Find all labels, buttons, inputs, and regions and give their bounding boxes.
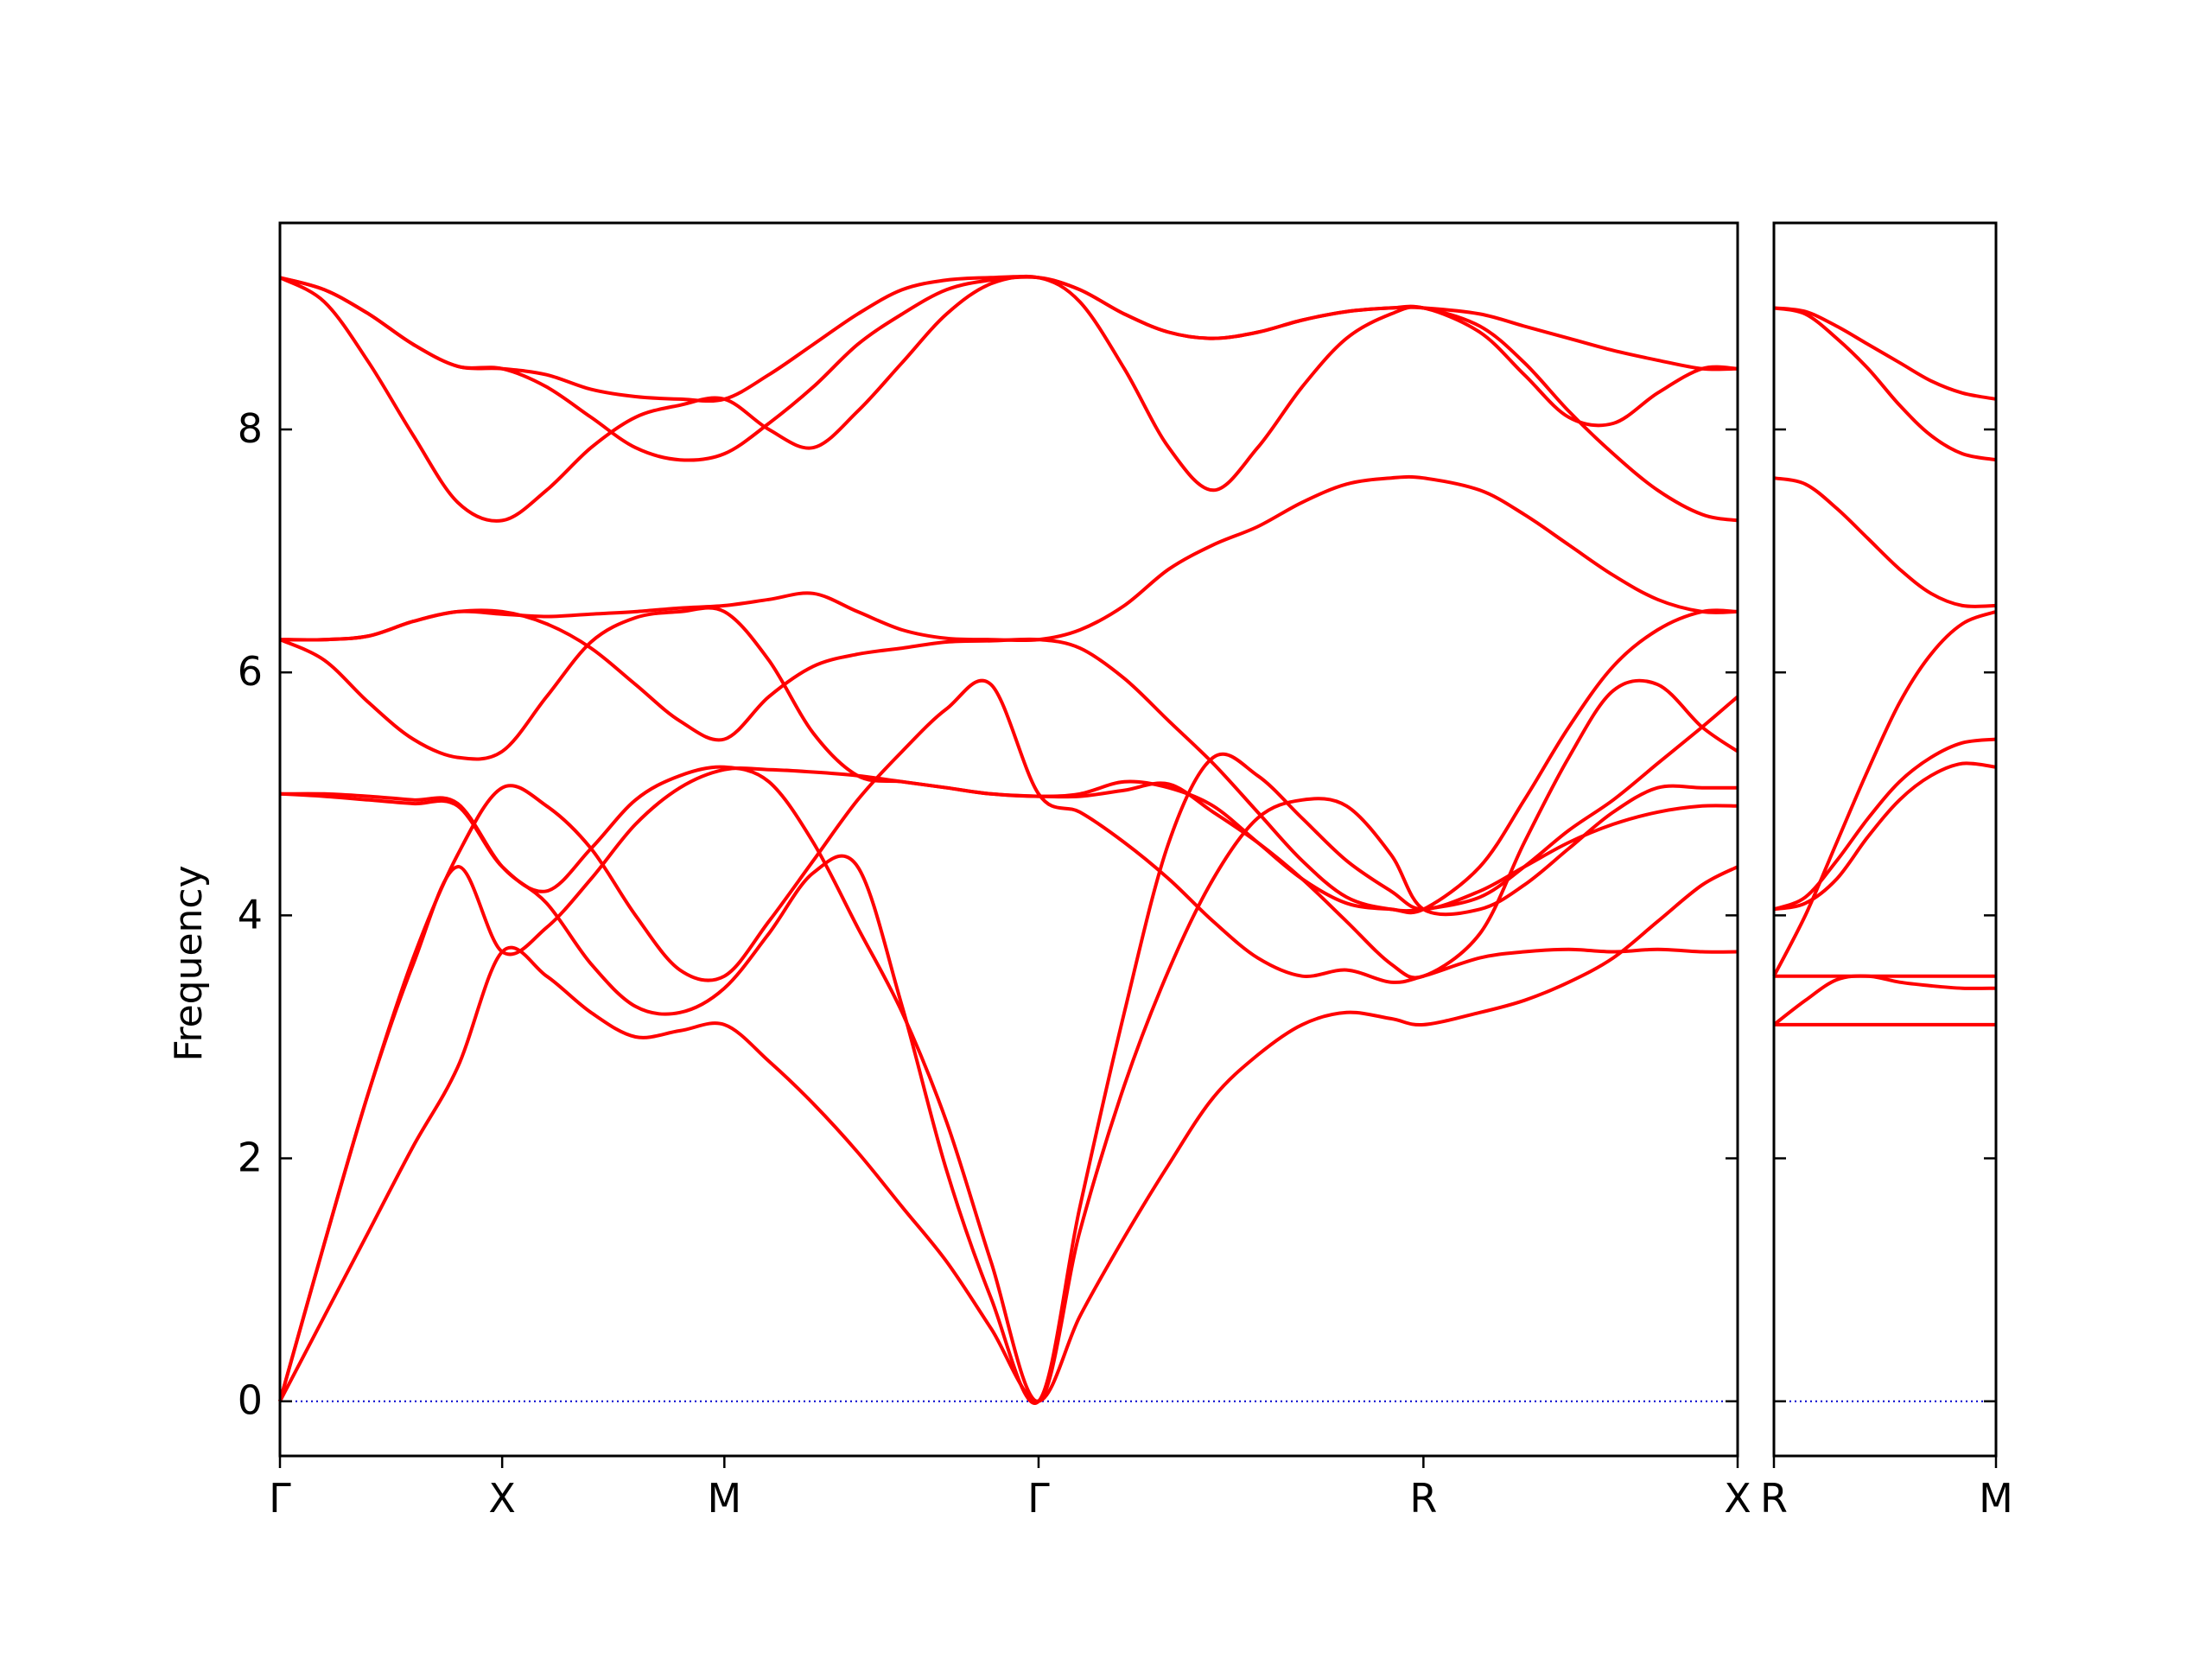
- band-line-6: [1772, 609, 1997, 977]
- band-line-8: [1773, 306, 1997, 462]
- x-tick-label: M: [1979, 1475, 2013, 1522]
- band-line-3: [279, 752, 1738, 1405]
- x-tick-label: R: [1760, 1475, 1788, 1522]
- y-tick-label: 0: [238, 1377, 263, 1424]
- band-line-2: [1772, 974, 1997, 1027]
- x-tick-label: R: [1409, 1475, 1437, 1522]
- band-line-6: [279, 606, 1738, 915]
- axes-frame: [1772, 221, 1998, 1458]
- x-tick-label: X: [488, 1475, 516, 1522]
- band-line-4: [1773, 761, 1997, 912]
- y-tick-label: 4: [238, 891, 263, 938]
- x-tick-label: X: [1724, 1475, 1751, 1522]
- band-line-5: [1773, 737, 1997, 912]
- x-tick-label: Γ: [1027, 1475, 1050, 1522]
- y-tick-label: 8: [238, 405, 263, 452]
- y-tick-label: 2: [238, 1135, 263, 1181]
- band-line-1: [278, 865, 1738, 1403]
- band-line-11: [279, 275, 1738, 404]
- band-line-2: [278, 678, 1738, 1402]
- band-line-7: [1773, 476, 1997, 608]
- x-tick-label: M: [707, 1475, 741, 1522]
- axes-frame: [278, 221, 1739, 1458]
- y-tick-label: 6: [238, 648, 263, 695]
- y-axis-label: Frequency: [167, 865, 211, 1061]
- band-line-9: [1773, 306, 1997, 401]
- band-line-8: [279, 474, 1738, 643]
- band-panel-main: 0 2 4 6 8 Γ X M Γ R X: [238, 221, 1751, 1522]
- x-tick-label: Γ: [269, 1475, 291, 1522]
- band-line-4: [279, 765, 1738, 1403]
